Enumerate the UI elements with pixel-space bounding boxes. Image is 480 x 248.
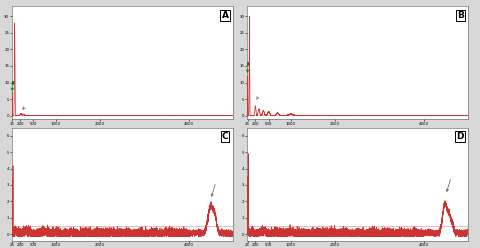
- Text: D: D: [456, 132, 464, 141]
- Text: C: C: [222, 132, 228, 141]
- Text: A: A: [222, 11, 228, 20]
- Text: B: B: [457, 11, 464, 20]
